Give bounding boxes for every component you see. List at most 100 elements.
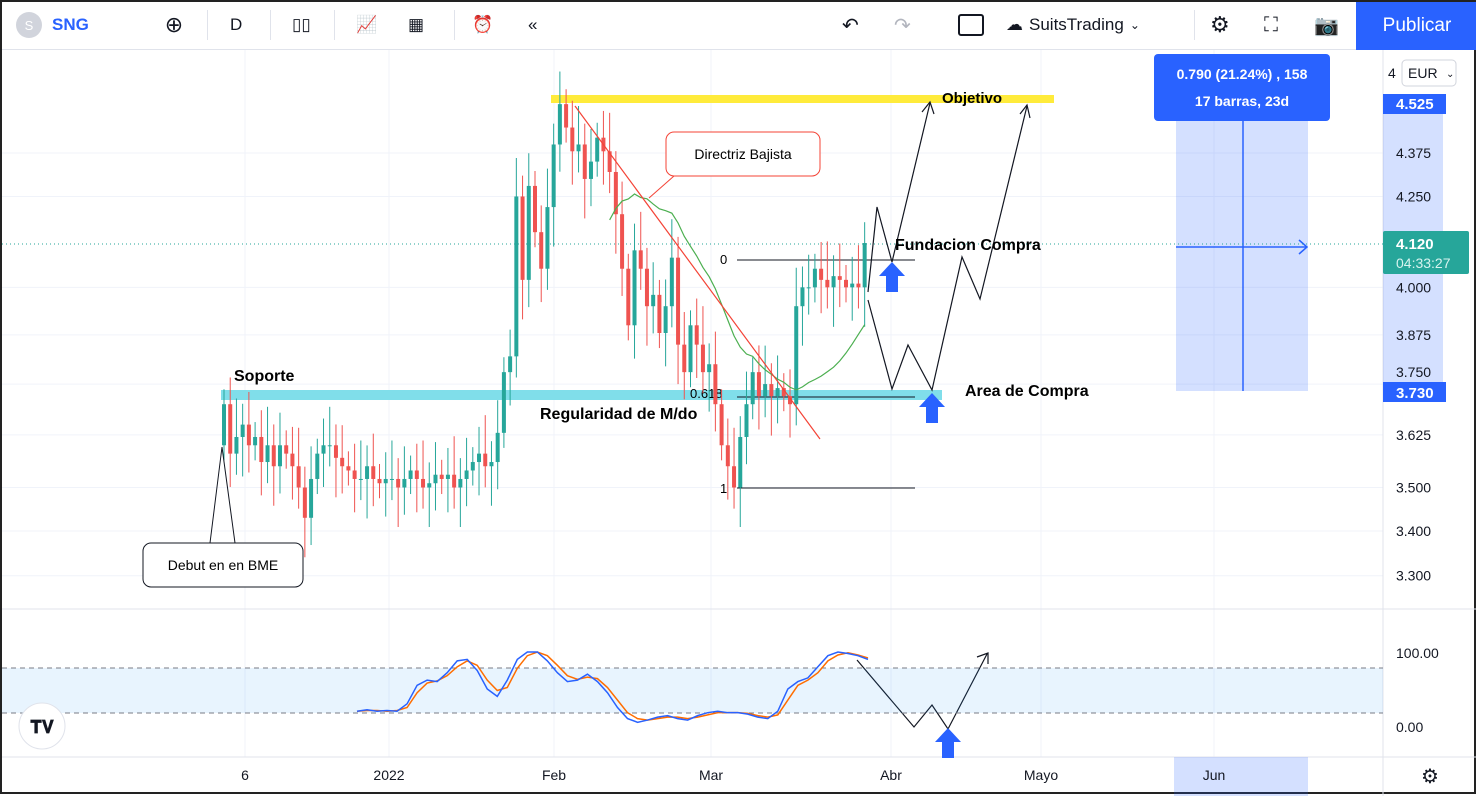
price-tick: 4.375	[1396, 145, 1431, 161]
candle	[222, 389, 226, 461]
candle	[694, 298, 699, 378]
fib-618-label: 0.618	[690, 386, 723, 401]
candle	[732, 427, 737, 509]
gear-icon[interactable]: ⚙	[1210, 12, 1230, 37]
up-arrow-icon[interactable]	[935, 728, 961, 758]
candle	[750, 357, 755, 420]
time-tick: Mar	[699, 767, 723, 783]
candle	[421, 440, 426, 509]
fullscreen-square-icon[interactable]	[958, 14, 984, 36]
candle	[800, 266, 805, 346]
regularity-label: Regularidad de M/do	[540, 406, 698, 423]
candle	[464, 437, 469, 507]
candle	[358, 440, 363, 501]
candle	[228, 377, 233, 487]
candle	[383, 452, 388, 517]
price-tick: 3.500	[1396, 480, 1431, 496]
price-tick: 3.875	[1396, 327, 1431, 343]
camera-icon[interactable]: 📷	[1314, 14, 1339, 37]
candle	[825, 241, 830, 309]
candle	[389, 440, 394, 501]
candle	[844, 264, 848, 303]
up-arrow-icon[interactable]	[879, 262, 905, 292]
replay-icon[interactable]: «	[528, 15, 538, 34]
tradingview-logo[interactable]	[18, 702, 66, 750]
price-tick: 3.625	[1396, 427, 1431, 443]
candle	[483, 415, 488, 488]
measure-change: 0.790 (21.24%) , 158	[1177, 66, 1308, 82]
candle	[700, 306, 705, 394]
alert-icon[interactable]: ⏰	[472, 15, 494, 34]
candle	[414, 443, 419, 513]
candle	[377, 464, 382, 499]
price-tick: 3.400	[1396, 523, 1431, 539]
osc-tick: 0.00	[1396, 719, 1423, 735]
candle	[657, 279, 662, 349]
candle	[688, 310, 693, 388]
expand-icon[interactable]: ⛶	[1264, 13, 1278, 36]
oscillator-projection[interactable]	[856, 652, 989, 731]
currency-button[interactable]	[1401, 59, 1457, 87]
downtrend-line[interactable]	[574, 105, 821, 440]
layout-icon[interactable]: ▦	[408, 15, 425, 34]
publish-button[interactable]: Publicar	[1356, 2, 1476, 50]
candle	[632, 223, 637, 359]
candle	[452, 436, 457, 509]
svg-text:𝐓𝐕: 𝐓𝐕	[30, 717, 55, 737]
candle	[284, 430, 289, 469]
fib-retracement[interactable]	[737, 259, 915, 489]
candle	[514, 157, 519, 378]
candle	[756, 345, 761, 430]
measure-tooltip	[1154, 54, 1330, 121]
candles-icon[interactable]: ▯▯	[292, 15, 311, 34]
axis-settings-gear-icon[interactable]: ⚙	[1421, 766, 1439, 788]
candle	[321, 418, 326, 487]
chevron-down-icon: ⌄	[1129, 18, 1140, 32]
candle	[501, 357, 506, 448]
candle	[713, 331, 718, 432]
time-tick: Mayo	[1024, 767, 1058, 783]
candle	[327, 406, 332, 467]
candle	[788, 369, 793, 438]
price-tick: 3.750	[1396, 364, 1431, 380]
candle	[638, 211, 643, 290]
support-zone[interactable]	[221, 390, 942, 400]
candle	[576, 105, 581, 173]
candle	[620, 181, 625, 296]
undo-icon[interactable]: ↶	[842, 14, 859, 37]
up-arrow-icon[interactable]	[919, 393, 945, 423]
candle	[595, 122, 600, 177]
candle	[259, 410, 264, 496]
candle	[439, 459, 444, 495]
downtrend-callout-text: Directriz Bajista	[694, 146, 791, 162]
debut-callout[interactable]	[142, 542, 304, 588]
projection-path[interactable]	[867, 102, 1028, 392]
redo-icon[interactable]: ↷	[894, 14, 911, 37]
fib-0-label: 0	[720, 252, 727, 267]
price-tick: 4.000	[1396, 279, 1431, 295]
candle	[763, 345, 768, 418]
symbol-button[interactable]: SNG	[52, 15, 89, 34]
candle	[271, 424, 276, 506]
chart-area[interactable]: 0 0.618 1 Objetivo Soporte Regularidad d…	[2, 50, 1476, 796]
candle	[489, 441, 494, 506]
objective-label: Objetivo	[942, 90, 1002, 107]
stoch-d-line	[356, 651, 869, 721]
candle	[346, 451, 351, 486]
candle	[738, 416, 743, 527]
candle	[433, 442, 438, 511]
candle	[831, 255, 836, 327]
interval-button[interactable]: D	[230, 15, 243, 34]
candle	[265, 406, 270, 484]
price-tick: 4	[1388, 65, 1396, 81]
layout-name-button[interactable]: ☁ SuitsTrading ⌄	[1006, 10, 1140, 40]
candle	[663, 279, 668, 367]
candle	[856, 245, 861, 309]
objective-zone[interactable]	[551, 95, 1054, 103]
indicators-icon[interactable]: 📈	[356, 15, 378, 34]
downtrend-callout[interactable]	[665, 131, 821, 177]
candle	[340, 425, 345, 494]
add-symbol-icon[interactable]: ⊕	[164, 12, 184, 37]
price-tick: 3.300	[1396, 568, 1431, 584]
candle	[240, 403, 245, 477]
